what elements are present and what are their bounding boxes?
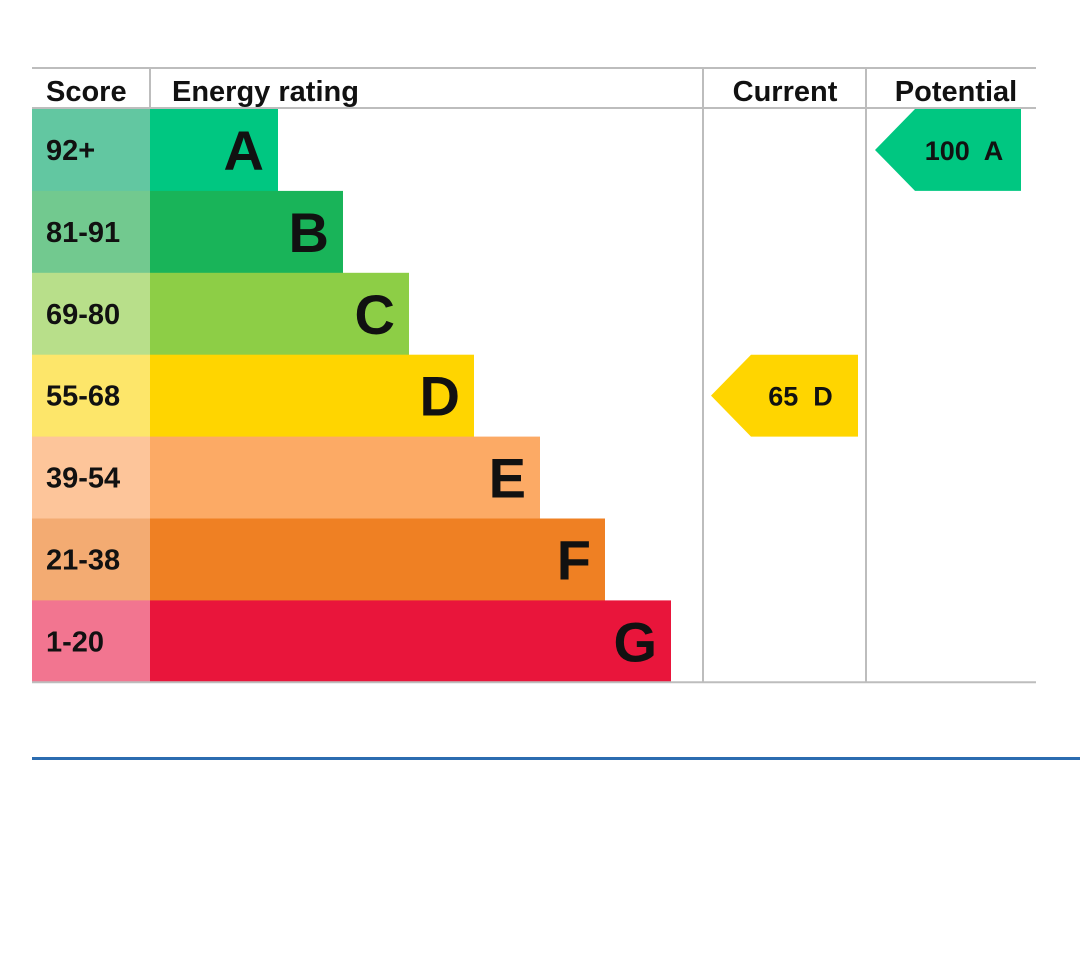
- score-cell-e: [32, 436, 150, 519]
- rating-letter-g: G: [613, 610, 657, 673]
- score-cell-a: [32, 109, 150, 192]
- header-score: Score: [46, 76, 127, 108]
- potential-rating-label: 100 A: [925, 136, 1004, 166]
- score-label-g: 1-20: [46, 626, 104, 658]
- score-label-f: 21-38: [46, 544, 120, 576]
- potential-rating-arrow: [875, 109, 1021, 191]
- header-energy-rating: Energy rating: [172, 76, 359, 108]
- rating-bar-c: [150, 272, 409, 356]
- section-divider: [32, 757, 1080, 760]
- score-cell-f: [32, 518, 150, 601]
- score-label-b: 81-91: [46, 217, 120, 249]
- rating-bar-f: [150, 518, 605, 601]
- rating-bands: 92+ A 81-91 B 69-80 C 55-68 D 39-54 E 21-38 F 1-20 G: [32, 109, 671, 683]
- rating-arrows: 65 D 100 A: [711, 109, 1021, 437]
- header-row: Score Energy rating Current Potential: [46, 76, 1017, 108]
- rating-bar-e: [150, 436, 540, 519]
- score-label-e: 39-54: [46, 463, 120, 495]
- header-current: Current: [733, 76, 838, 108]
- score-label-a: 92+: [46, 135, 95, 167]
- rating-letter-e: E: [489, 447, 526, 510]
- current-rating-label: 65 D: [768, 382, 833, 412]
- rating-letter-a: A: [224, 119, 264, 182]
- rating-bar-g: [150, 600, 671, 683]
- score-label-d: 55-68: [46, 381, 120, 413]
- rating-bar-d: [150, 354, 474, 438]
- score-cell-d: [32, 354, 150, 438]
- rating-letter-f: F: [557, 528, 591, 591]
- rating-bar-a: [150, 109, 278, 192]
- rating-letter-d: D: [420, 365, 460, 428]
- header-potential: Potential: [895, 76, 1017, 108]
- rating-bar-b: [150, 190, 343, 274]
- score-cell-g: [32, 600, 150, 683]
- epc-chart: Score Energy rating Current Potential 92…: [32, 67, 1036, 684]
- score-cell-c: [32, 272, 150, 356]
- rating-letter-b: B: [289, 201, 329, 264]
- table-gridlines: [32, 67, 1036, 684]
- current-rating-arrow: [711, 354, 858, 437]
- rating-letter-c: C: [355, 283, 395, 346]
- score-label-c: 69-80: [46, 299, 120, 331]
- score-cell-b: [32, 190, 150, 274]
